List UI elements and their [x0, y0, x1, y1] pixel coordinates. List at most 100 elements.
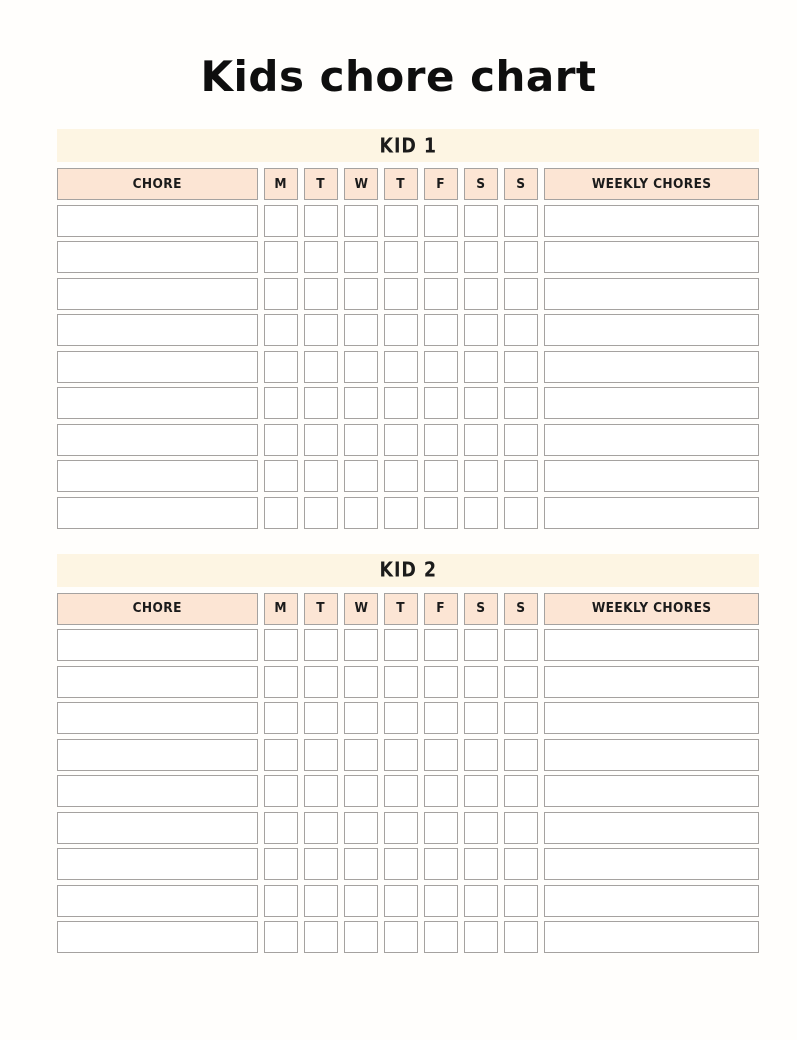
chore-cell[interactable]	[57, 314, 258, 346]
day-cell[interactable]	[504, 350, 538, 383]
day-cell[interactable]	[424, 241, 458, 273]
day-cell[interactable]	[424, 350, 458, 383]
day-cell[interactable]	[384, 277, 418, 310]
weekly-chores-cell[interactable]	[544, 848, 759, 880]
day-cell[interactable]	[304, 702, 338, 734]
day-cell[interactable]	[304, 460, 338, 492]
chore-cell[interactable]	[57, 884, 258, 917]
day-cell[interactable]	[304, 811, 338, 844]
day-cell[interactable]	[384, 811, 418, 844]
weekly-chores-cell[interactable]	[544, 811, 759, 844]
day-cell[interactable]	[464, 350, 498, 383]
day-cell[interactable]	[304, 496, 338, 529]
day-cell[interactable]	[424, 314, 458, 346]
weekly-chores-cell[interactable]	[544, 702, 759, 734]
day-cell[interactable]	[504, 387, 538, 419]
day-cell[interactable]	[264, 460, 298, 492]
day-cell[interactable]	[424, 848, 458, 880]
day-cell[interactable]	[504, 277, 538, 310]
chore-cell[interactable]	[57, 738, 258, 771]
day-cell[interactable]	[504, 423, 538, 456]
day-cell[interactable]	[344, 629, 378, 661]
weekly-chores-cell[interactable]	[544, 738, 759, 771]
day-cell[interactable]	[384, 738, 418, 771]
day-cell[interactable]	[264, 496, 298, 529]
day-cell[interactable]	[384, 848, 418, 880]
day-cell[interactable]	[344, 460, 378, 492]
weekly-chores-cell[interactable]	[544, 241, 759, 273]
day-cell[interactable]	[504, 738, 538, 771]
weekly-chores-cell[interactable]	[544, 775, 759, 807]
day-cell[interactable]	[344, 921, 378, 953]
chore-cell[interactable]	[57, 629, 258, 661]
day-cell[interactable]	[264, 848, 298, 880]
day-cell[interactable]	[304, 921, 338, 953]
day-cell[interactable]	[304, 738, 338, 771]
day-cell[interactable]	[504, 496, 538, 529]
chore-cell[interactable]	[57, 665, 258, 698]
day-cell[interactable]	[384, 884, 418, 917]
weekly-chores-cell[interactable]	[544, 460, 759, 492]
chore-cell[interactable]	[57, 775, 258, 807]
day-cell[interactable]	[504, 921, 538, 953]
weekly-chores-cell[interactable]	[544, 387, 759, 419]
day-cell[interactable]	[384, 921, 418, 953]
day-cell[interactable]	[344, 702, 378, 734]
day-cell[interactable]	[504, 665, 538, 698]
day-cell[interactable]	[264, 775, 298, 807]
day-cell[interactable]	[384, 496, 418, 529]
day-cell[interactable]	[424, 496, 458, 529]
day-cell[interactable]	[264, 387, 298, 419]
weekly-chores-cell[interactable]	[544, 423, 759, 456]
day-cell[interactable]	[464, 665, 498, 698]
day-cell[interactable]	[344, 496, 378, 529]
day-cell[interactable]	[464, 277, 498, 310]
day-cell[interactable]	[504, 884, 538, 917]
day-cell[interactable]	[384, 241, 418, 273]
day-cell[interactable]	[424, 629, 458, 661]
day-cell[interactable]	[264, 241, 298, 273]
day-cell[interactable]	[464, 738, 498, 771]
day-cell[interactable]	[264, 204, 298, 237]
day-cell[interactable]	[304, 314, 338, 346]
day-cell[interactable]	[464, 702, 498, 734]
day-cell[interactable]	[344, 738, 378, 771]
weekly-chores-cell[interactable]	[544, 921, 759, 953]
day-cell[interactable]	[304, 204, 338, 237]
day-cell[interactable]	[384, 387, 418, 419]
day-cell[interactable]	[464, 884, 498, 917]
day-cell[interactable]	[264, 350, 298, 383]
day-cell[interactable]	[344, 665, 378, 698]
day-cell[interactable]	[424, 811, 458, 844]
day-cell[interactable]	[424, 423, 458, 456]
day-cell[interactable]	[424, 884, 458, 917]
day-cell[interactable]	[344, 350, 378, 383]
weekly-chores-cell[interactable]	[544, 350, 759, 383]
day-cell[interactable]	[344, 314, 378, 346]
day-cell[interactable]	[384, 314, 418, 346]
day-cell[interactable]	[384, 702, 418, 734]
day-cell[interactable]	[464, 811, 498, 844]
day-cell[interactable]	[424, 387, 458, 419]
chore-cell[interactable]	[57, 921, 258, 953]
chore-cell[interactable]	[57, 496, 258, 529]
weekly-chores-cell[interactable]	[544, 629, 759, 661]
day-cell[interactable]	[264, 738, 298, 771]
day-cell[interactable]	[304, 241, 338, 273]
day-cell[interactable]	[384, 460, 418, 492]
chore-cell[interactable]	[57, 848, 258, 880]
day-cell[interactable]	[344, 848, 378, 880]
chore-cell[interactable]	[57, 277, 258, 310]
chore-cell[interactable]	[57, 350, 258, 383]
day-cell[interactable]	[264, 314, 298, 346]
weekly-chores-cell[interactable]	[544, 277, 759, 310]
day-cell[interactable]	[384, 350, 418, 383]
chore-cell[interactable]	[57, 241, 258, 273]
day-cell[interactable]	[504, 241, 538, 273]
day-cell[interactable]	[424, 665, 458, 698]
day-cell[interactable]	[304, 665, 338, 698]
day-cell[interactable]	[264, 629, 298, 661]
day-cell[interactable]	[464, 460, 498, 492]
weekly-chores-cell[interactable]	[544, 204, 759, 237]
day-cell[interactable]	[504, 314, 538, 346]
